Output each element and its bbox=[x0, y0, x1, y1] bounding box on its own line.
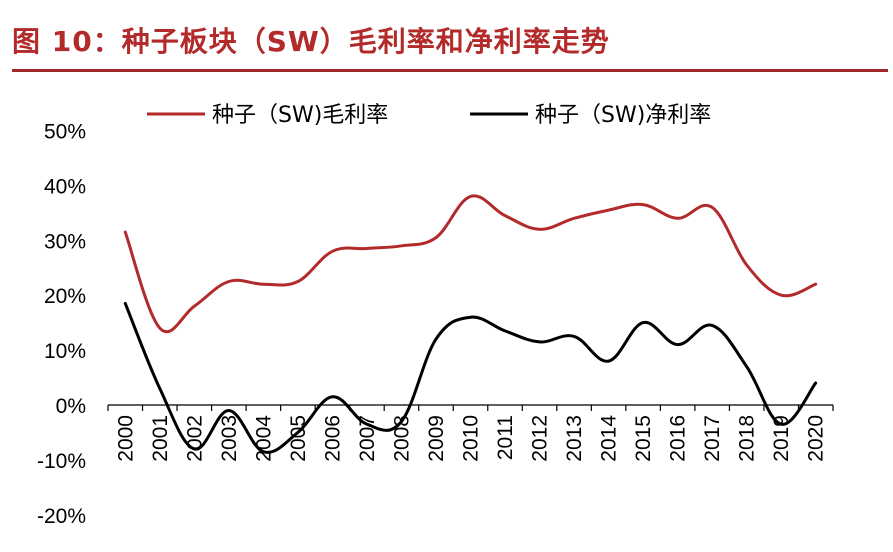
legend-label: 种子（SW)净利率 bbox=[535, 103, 711, 128]
y-tick-label: 30% bbox=[44, 230, 86, 253]
x-tick-label: 2000 bbox=[114, 415, 137, 462]
x-tick-label: 2011 bbox=[494, 415, 517, 460]
title-divider bbox=[12, 69, 888, 72]
series-line-gross-margin bbox=[123, 194, 818, 334]
x-tick-label: 2014 bbox=[598, 415, 621, 462]
x-tick-label: 2002 bbox=[183, 415, 206, 462]
y-tick-label: -20% bbox=[37, 505, 86, 528]
x-tick-label: 2009 bbox=[425, 415, 448, 462]
x-tick-label: 2007 bbox=[356, 415, 379, 462]
series-line-net-margin bbox=[123, 301, 818, 454]
legend-label: 种子（SW)毛利率 bbox=[212, 103, 388, 128]
x-tick-label: 2001 bbox=[149, 415, 172, 462]
x-tick-label: 2017 bbox=[701, 415, 724, 462]
x-tick-label: 2006 bbox=[321, 415, 344, 462]
x-tick-label: 2018 bbox=[736, 415, 759, 462]
x-tick-label: 2016 bbox=[667, 415, 690, 462]
x-tick-label: 2004 bbox=[252, 415, 275, 462]
y-tick-label: 0% bbox=[56, 395, 86, 418]
chart-title: 图 10：种子板块（SW）毛利率和净利率走势 bbox=[12, 25, 610, 58]
y-tick-label: 40% bbox=[44, 175, 86, 198]
x-tick-label: 2020 bbox=[805, 415, 828, 462]
x-tick-label: 2013 bbox=[563, 415, 586, 462]
y-tick-label: 50% bbox=[44, 121, 86, 144]
y-tick-label: 20% bbox=[44, 285, 86, 308]
x-tick-label: 2003 bbox=[218, 415, 241, 462]
y-tick-label: 10% bbox=[44, 340, 86, 363]
x-tick-label: 2012 bbox=[529, 415, 552, 462]
x-tick-label: 2010 bbox=[460, 415, 483, 462]
x-tick-label: 2019 bbox=[770, 415, 793, 462]
y-tick-label: -10% bbox=[37, 450, 86, 473]
x-tick-label: 2015 bbox=[632, 415, 655, 462]
